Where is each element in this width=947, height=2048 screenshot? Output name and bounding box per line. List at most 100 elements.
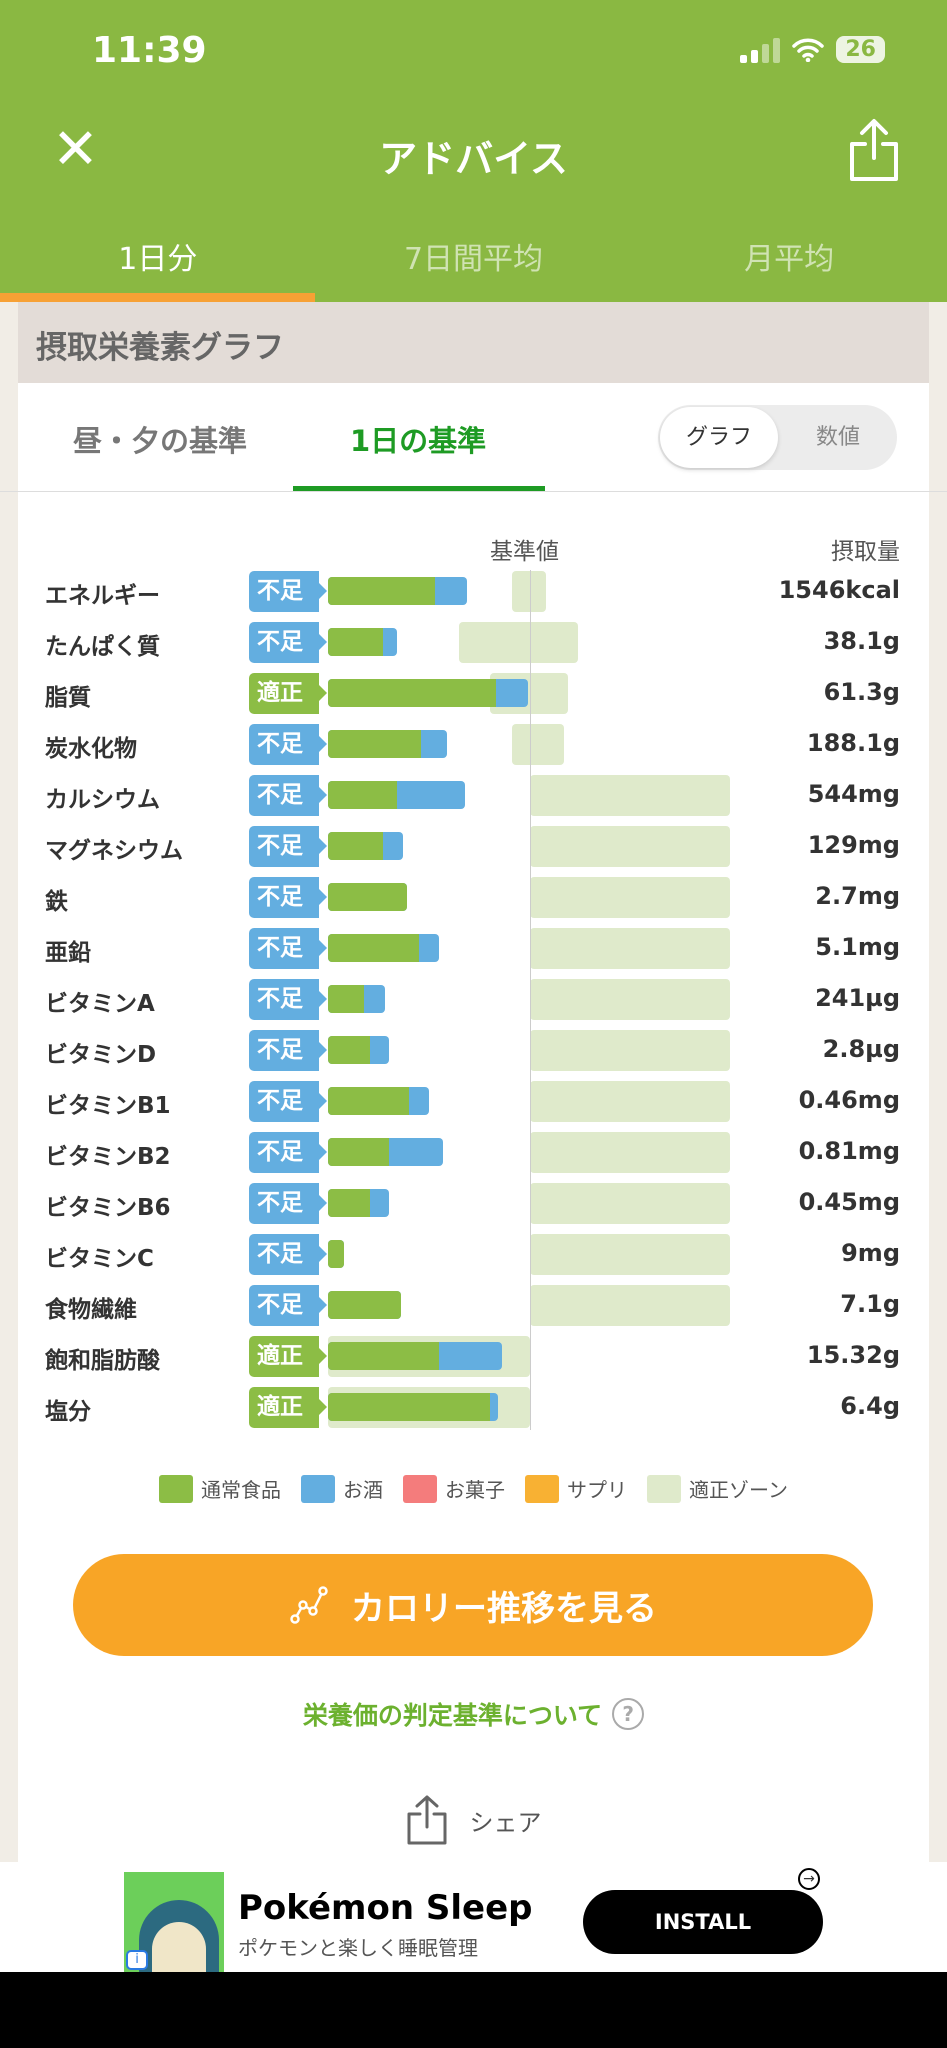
optimal-zone <box>530 1183 730 1224</box>
help-icon[interactable]: ? <box>612 1698 645 1730</box>
active-subtab-indicator <box>293 486 545 491</box>
nutrient-label: 食物繊維 <box>45 1297 137 1323</box>
active-tab-indicator <box>0 293 315 302</box>
nutrient-label: ビタミンB6 <box>45 1195 171 1221</box>
intake-value: 15.32g <box>806 1341 900 1369</box>
intake-value: 0.46mg <box>798 1086 900 1114</box>
ad-subtitle: ポケモンと楽しく睡眠管理 <box>238 1936 478 1960</box>
share-button[interactable]: シェア <box>0 1794 947 1846</box>
bar-alcohol-overlay <box>328 1189 371 1217</box>
nutrient-label: 飽和脂肪酸 <box>45 1348 160 1374</box>
share-icon[interactable] <box>848 118 900 182</box>
bar-alcohol-overlay <box>328 1138 389 1166</box>
tab-monthly-average[interactable]: 月平均 <box>744 242 835 277</box>
status-badge: 適正 <box>249 1387 327 1428</box>
bar-alcohol-overlay <box>328 1087 409 1115</box>
legend-label: お酒 <box>343 1478 383 1502</box>
nutrient-label: 塩分 <box>45 1399 91 1425</box>
calorie-trend-button[interactable]: カロリー推移を見る <box>73 1554 873 1656</box>
intake-value: 129mg <box>807 831 900 859</box>
chart-row: ビタミンB1 不足 0.46mg <box>0 1076 947 1127</box>
legend-swatch <box>159 1474 193 1503</box>
reference-header: 基準値 <box>490 539 559 565</box>
calorie-trend-label: カロリー推移を見る <box>351 1588 657 1629</box>
status-badge: 不足 <box>249 1030 327 1071</box>
share-label: シェア <box>469 1808 542 1837</box>
legend-swatch <box>301 1474 335 1503</box>
legend-item: お酒 <box>301 1474 383 1503</box>
trend-chart-icon <box>290 1586 328 1624</box>
ad-choices-icon[interactable]: → <box>798 1868 820 1890</box>
status-badge: 不足 <box>249 1183 327 1224</box>
bar-alcohol-overlay <box>328 1342 440 1370</box>
optimal-zone <box>530 877 730 918</box>
status-badge: 不足 <box>249 571 327 612</box>
legend-swatch <box>525 1474 559 1503</box>
chart-row: ビタミンC 不足 9mg <box>0 1229 947 1280</box>
status-badge: 不足 <box>249 724 327 765</box>
status-badge: 不足 <box>249 979 327 1020</box>
status-time: 11:39 <box>92 30 207 71</box>
intake-value: 2.8µg <box>822 1035 900 1063</box>
legend-label: お菓子 <box>445 1478 505 1502</box>
reference-line <box>530 570 531 1430</box>
ad-info-icon[interactable]: i <box>126 1950 148 1970</box>
toggle-graph[interactable]: グラフ <box>660 407 778 468</box>
optimal-zone <box>530 1030 730 1071</box>
subtab-daily[interactable]: 1日の基準 <box>350 424 487 458</box>
nutrient-label: ビタミンA <box>45 991 155 1017</box>
status-badge: 適正 <box>249 673 327 714</box>
optimal-zone <box>530 928 730 969</box>
subtab-lunch-dinner[interactable]: 昼・夕の基準 <box>73 424 248 458</box>
status-badge: 不足 <box>249 1234 327 1275</box>
intake-value: 9mg <box>841 1239 900 1267</box>
nutrient-label: カルシウム <box>45 787 160 813</box>
ad-banner[interactable]: i Pokémon Sleep ポケモンと楽しく睡眠管理 INSTALL → <box>0 1862 947 1972</box>
share-icon <box>407 1795 446 1845</box>
intake-header: 摂取量 <box>831 539 900 565</box>
status-badge: 不足 <box>249 928 327 969</box>
nutrient-label: マグネシウム <box>45 838 183 864</box>
chart-row: カルシウム 不足 544mg <box>0 770 947 821</box>
intake-value: 61.3g <box>823 678 900 706</box>
intake-value: 0.81mg <box>798 1137 900 1165</box>
chart-row: エネルギー 不足 1546kcal <box>0 566 947 617</box>
nutrient-label: 脂質 <box>45 685 91 711</box>
close-button[interactable]: ✕ <box>52 117 99 182</box>
chart-row: 飽和脂肪酸 適正 15.32g <box>0 1331 947 1382</box>
tab-1day[interactable]: 1日分 <box>118 242 198 277</box>
chart-legend: 通常食品 お酒 お菓子 サプリ 適正ゾーン <box>0 1474 947 1503</box>
tab-7day-average[interactable]: 7日間平均 <box>403 242 544 277</box>
bar-alcohol-overlay <box>328 832 383 860</box>
intake-value: 241µg <box>815 984 900 1012</box>
chart-row: マグネシウム 不足 129mg <box>0 821 947 872</box>
status-badge: 不足 <box>249 622 327 663</box>
nutrient-label: 亜鉛 <box>45 940 91 966</box>
section-header: 摂取栄養素グラフ <box>18 302 929 383</box>
optimal-zone <box>530 1285 730 1326</box>
legend-swatch <box>403 1474 437 1503</box>
toggle-values[interactable]: 数値 <box>815 425 860 450</box>
bar-alcohol-overlay <box>328 1291 401 1319</box>
legend-item: お菓子 <box>403 1474 505 1503</box>
chart-row: ビタミンB2 不足 0.81mg <box>0 1127 947 1178</box>
chart-row: 食物繊維 不足 7.1g <box>0 1280 947 1331</box>
intake-value: 0.45mg <box>798 1188 900 1216</box>
bar-alcohol-overlay <box>328 679 496 707</box>
home-indicator-area <box>0 1972 947 2048</box>
chart-row: ビタミンA 不足 241µg <box>0 974 947 1025</box>
criteria-link-label[interactable]: 栄養価の判定基準について <box>302 1701 603 1730</box>
chart-row: 鉄 不足 2.7mg <box>0 872 947 923</box>
view-toggle[interactable]: グラフ 数値 <box>658 405 897 470</box>
criteria-link[interactable]: 栄養価の判定基準について ? <box>0 1696 947 1732</box>
nutrient-label: たんぱく質 <box>45 634 160 660</box>
optimal-zone <box>530 1081 730 1122</box>
bar-alcohol-overlay <box>328 934 419 962</box>
install-button[interactable]: INSTALL <box>583 1890 823 1954</box>
optimal-zone <box>530 1132 730 1173</box>
nutrient-label: ビタミンB2 <box>45 1144 171 1170</box>
optimal-zone <box>530 775 730 816</box>
bar-alcohol-overlay <box>328 577 436 605</box>
chart-row: 炭水化物 不足 188.1g <box>0 719 947 770</box>
intake-value: 544mg <box>807 780 900 808</box>
